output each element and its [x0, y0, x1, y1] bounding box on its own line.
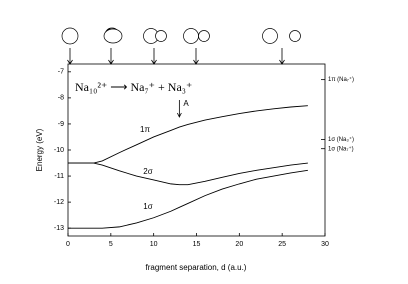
x-tick-label: 5 [109, 241, 113, 248]
curve-label: 2σ [143, 167, 152, 176]
cluster-shapes [61, 27, 301, 65]
x-tick-label: 25 [278, 241, 286, 248]
y-tick-label: -10 [54, 147, 64, 154]
x-tick-label: 0 [66, 241, 70, 248]
cluster-shape [183, 28, 199, 44]
right-marker-label: 1σ (Na₇⁺) [328, 145, 354, 152]
cluster-shape [289, 30, 301, 42]
y-tick-label: -7 [58, 69, 64, 76]
cluster-shape [198, 30, 210, 42]
x-tick-label: 10 [150, 241, 158, 248]
cluster-shape [103, 28, 123, 44]
x-tick-label: 20 [235, 241, 243, 248]
y-tick-label: -13 [54, 225, 64, 232]
right-marker-label: 1σ (Na₃⁺) [328, 136, 354, 143]
x-axis-label: fragment separation, d (a.u.) [146, 263, 247, 272]
y-axis-label: Energy (eV) [35, 128, 44, 171]
series-line [68, 105, 308, 164]
y-tick-label: -9 [58, 121, 64, 128]
x-tick-label: 15 [193, 241, 201, 248]
series-line [68, 162, 308, 186]
cluster-shape [61, 27, 79, 45]
y-tick-label: -8 [58, 95, 64, 102]
y-tick-label: -12 [54, 199, 64, 206]
cluster-shape [155, 30, 167, 42]
series-line [68, 169, 308, 229]
right-marker-label: 1π (Na₇⁺) [328, 76, 354, 83]
y-tick-label: -11 [54, 173, 64, 180]
x-tick-label: 30 [321, 241, 329, 248]
cluster-arrows [67, 48, 285, 65]
annotation-arrow [177, 100, 182, 118]
curve-label: 1π [140, 125, 150, 134]
annotation-label: A [183, 99, 189, 108]
formula: Na₁₀²⁺ ⟶ Na₇⁺ + Na₃⁺ [75, 80, 192, 94]
cluster-shape [262, 28, 278, 44]
curve-label: 1σ [143, 202, 152, 211]
